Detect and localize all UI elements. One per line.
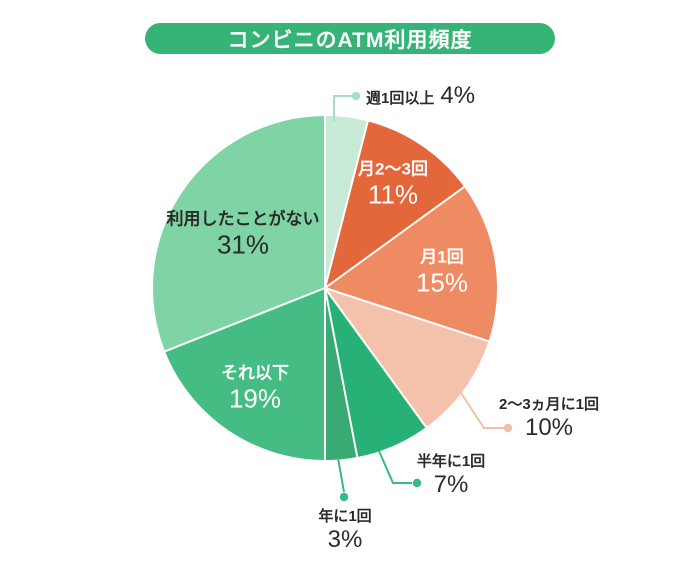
slice-separator (324, 121, 369, 289)
slice-separator (324, 287, 489, 343)
leader-dot-week1-plus (351, 91, 361, 101)
leader-dot-once-a-year (339, 492, 349, 502)
leader-line-half-year (378, 450, 412, 484)
slice-separator (164, 287, 326, 353)
chart-title: コンビニのATM利用頻度 (227, 28, 473, 52)
chart-title-pill: コンビニのATM利用頻度 (145, 23, 555, 54)
slice-separator (324, 287, 359, 458)
leader-line-once-a-year (337, 457, 345, 493)
pie-slice-month-2-3 (325, 121, 465, 289)
slice-separator (324, 186, 465, 289)
leader-line-week1-plus (333, 95, 352, 121)
leader-line-every-2-3-months (460, 392, 504, 429)
pie-slice-month-1 (325, 186, 497, 342)
pie-slice-never-used (153, 116, 325, 352)
leader-dot-half-year (412, 478, 422, 488)
leader-dot-every-2-3-months (503, 423, 513, 433)
pie-slice-less-than (165, 288, 325, 460)
pie-slice-every-2-3-months (325, 288, 489, 428)
pie-slice-half-year (325, 288, 427, 457)
slice-separator (324, 287, 427, 428)
